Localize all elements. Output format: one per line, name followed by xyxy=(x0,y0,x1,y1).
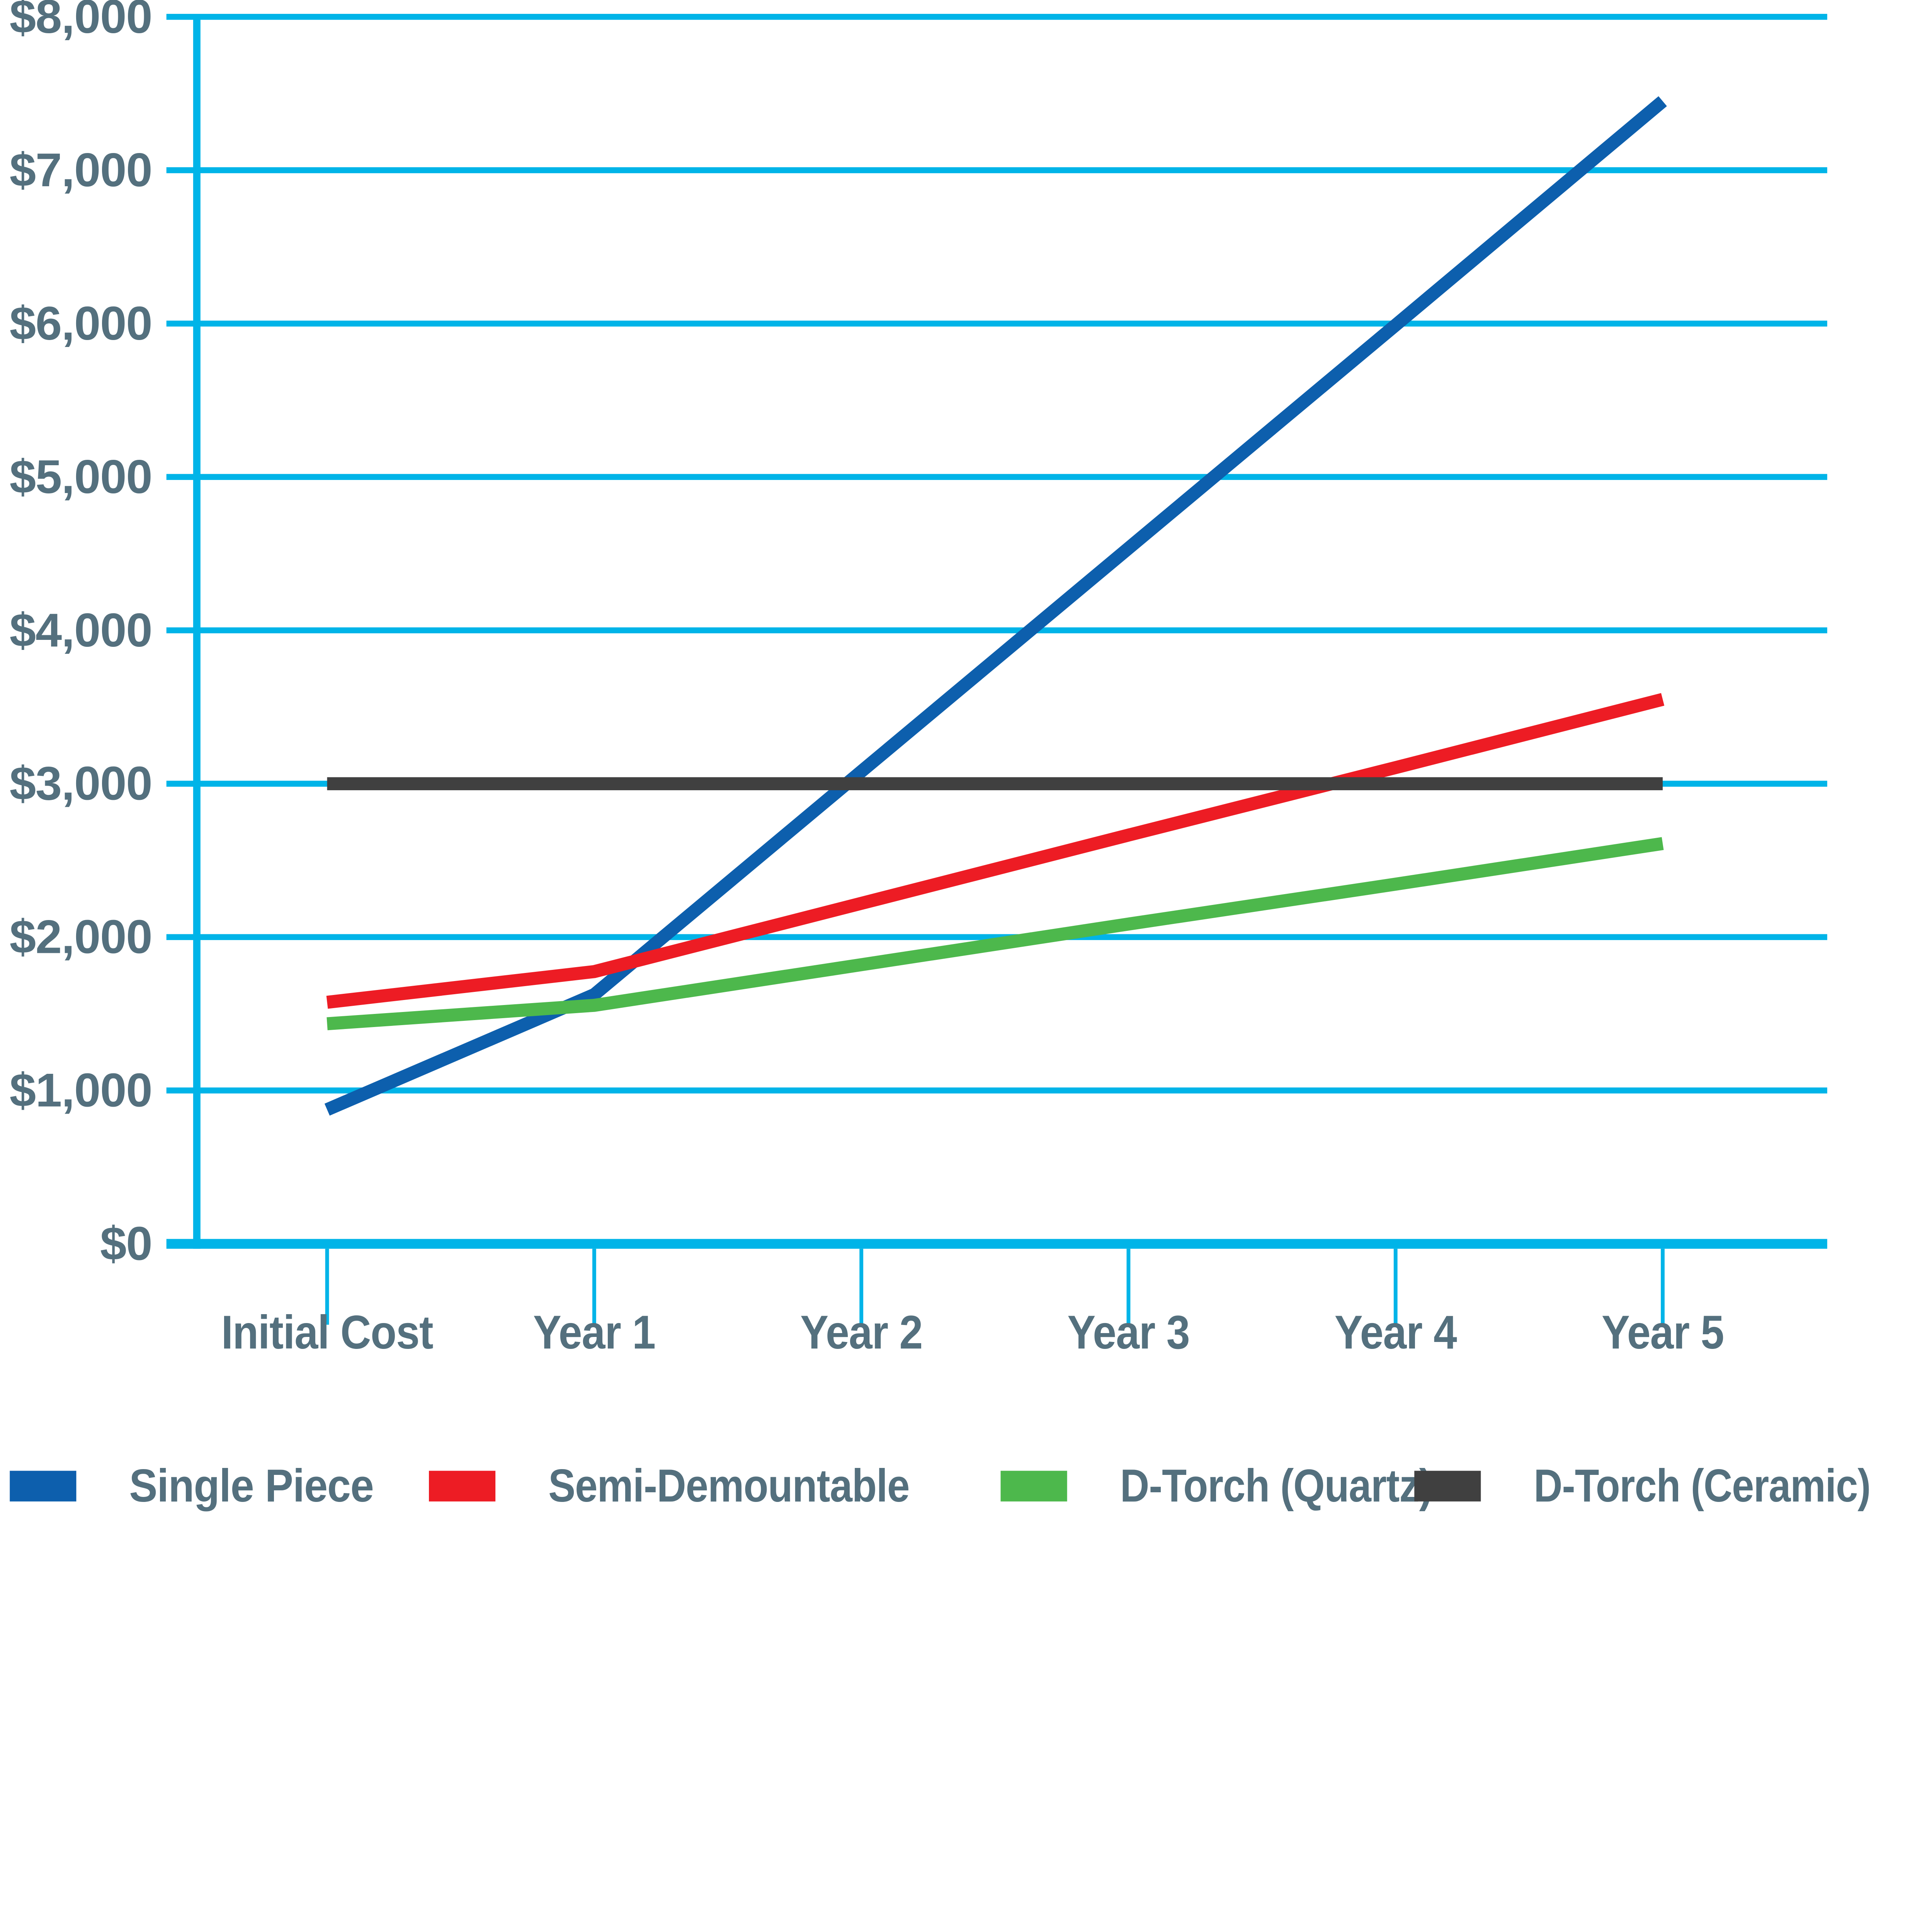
y-axis-label-8: $8,000 xyxy=(10,0,152,43)
y-axis-label-6: $6,000 xyxy=(10,297,152,350)
y-axis-label-2: $2,000 xyxy=(10,911,152,964)
chart-canvas: $0 $1,000 $2,000 $3,000 $4,000 $5,000 $6,000 $7… xyxy=(9,0,1871,1512)
legend-label-semi-demountable: Semi-Demountable xyxy=(548,1460,909,1512)
y-axis-label-5: $5,000 xyxy=(10,451,152,503)
x-axis-label-year-2: Year 2 xyxy=(800,1306,922,1359)
legend-swatch-d-torch-quartz xyxy=(1000,1471,1067,1502)
y-axis-label-4: $4,000 xyxy=(10,604,152,657)
legend-swatch-d-torch-ceramic xyxy=(1414,1471,1481,1502)
legend-swatch-semi-demountable xyxy=(429,1471,496,1502)
y-axis-label-1: $1,000 xyxy=(10,1064,152,1117)
legend-label-d-torch-quartz: D-Torch (Quartz) xyxy=(1120,1460,1432,1512)
series-line-semi-demountable xyxy=(326,693,1665,1009)
y-axis-label-0: $0 xyxy=(100,1218,152,1270)
y-axis-label-3: $3,000 xyxy=(10,757,152,810)
x-axis-label-initial-cost: Initial Cost xyxy=(221,1306,433,1359)
cost-comparison-line-chart: $0 $1,000 $2,000 $3,000 $4,000 $5,000 $6,000 $7… xyxy=(9,0,1871,1512)
y-axis-label-7: $7,000 xyxy=(10,144,152,197)
legend-label-d-torch-ceramic: D-Torch (Ceramic) xyxy=(1534,1460,1870,1512)
x-axis-label-year-4: Year 4 xyxy=(1335,1306,1457,1359)
series-line-single-piece xyxy=(324,96,1667,1116)
legend-swatch-single-piece xyxy=(10,1471,77,1502)
x-axis-label-year-3: Year 3 xyxy=(1067,1306,1189,1359)
x-axis-label-year-5: Year 5 xyxy=(1602,1306,1724,1359)
legend-label-single-piece: Single Piece xyxy=(129,1460,373,1512)
series-line-d-torch-quartz xyxy=(327,837,1664,1031)
x-axis-label-year-1: Year 1 xyxy=(533,1306,655,1359)
